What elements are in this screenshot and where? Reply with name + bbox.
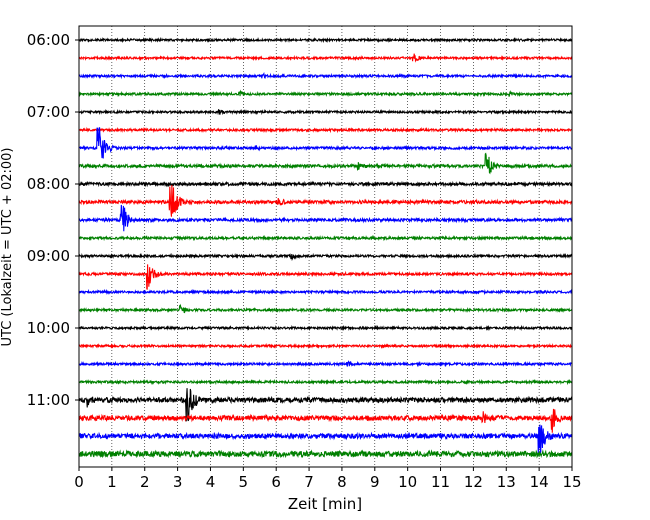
y-tick-label: 09:00 <box>27 247 70 265</box>
trace-0900 <box>78 252 573 262</box>
x-tick-label: 3 <box>173 473 183 491</box>
trace-1000 <box>78 324 573 332</box>
x-tick-label: 2 <box>140 473 150 491</box>
trace-0800 <box>78 180 573 188</box>
trace-0630 <box>78 72 573 80</box>
trace-0615 <box>78 53 573 63</box>
plot-background <box>79 26 572 467</box>
trace-0930 <box>78 288 573 296</box>
trace-0845 <box>78 234 573 242</box>
y-axis-ticks: 06:00 07:00 08:00 09:00 10:00 11:00 <box>27 31 79 409</box>
x-tick-label: 1 <box>107 473 117 491</box>
trace-0645 <box>78 89 573 98</box>
trace-1130 <box>78 424 573 456</box>
y-tick-label: 11:00 <box>27 391 70 409</box>
y-tick-label: 10:00 <box>27 319 70 337</box>
x-tick-label: 0 <box>74 473 84 491</box>
x-tick-label: 4 <box>206 473 216 491</box>
x-tick-label: 13 <box>497 473 516 491</box>
y-tick-label: 07:00 <box>27 103 70 121</box>
x-tick-label: 9 <box>370 473 380 491</box>
trace-1100 <box>78 388 573 422</box>
seismic-traces <box>78 36 573 459</box>
trace-0830 <box>78 204 573 232</box>
x-tick-label: 8 <box>337 473 347 491</box>
trace-0815 <box>78 184 573 217</box>
trace-1045 <box>78 378 573 386</box>
x-axis-label: Zeit [min] <box>288 495 362 513</box>
x-axis-ticks: 0 1 2 3 4 5 6 7 8 9 10 11 12 13 14 15 <box>74 467 582 491</box>
x-tick-label: 6 <box>271 473 281 491</box>
trace-1115 <box>78 408 573 433</box>
x-tick-label: 7 <box>304 473 314 491</box>
x-tick-label: 15 <box>562 473 581 491</box>
trace-1030 <box>78 360 573 368</box>
trace-0915 <box>78 264 573 290</box>
x-tick-label: 10 <box>398 473 417 491</box>
trace-1015 <box>78 342 573 350</box>
trace-0600 <box>78 36 573 44</box>
trace-0730 <box>78 127 573 159</box>
y-tick-label: 08:00 <box>27 175 70 193</box>
plot-frame <box>78 25 573 468</box>
trace-0745 <box>78 152 573 175</box>
trace-0700 <box>78 108 573 116</box>
y-axis-label: UTC (Lokalzeit = UTC + 02:00) <box>0 148 15 347</box>
x-tick-label: 11 <box>431 473 450 491</box>
trace-0715 <box>78 126 573 134</box>
trace-1145 <box>78 449 573 459</box>
x-tick-label: 12 <box>464 473 483 491</box>
x-tick-label: 5 <box>239 473 249 491</box>
x-tick-label: 14 <box>530 473 549 491</box>
y-tick-label: 06:00 <box>27 31 70 49</box>
trace-0945 <box>78 303 573 314</box>
